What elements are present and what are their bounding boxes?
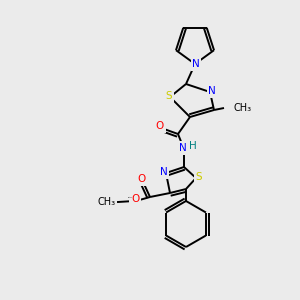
Text: S: S: [196, 172, 202, 182]
Text: N: N: [179, 143, 187, 153]
Text: S: S: [166, 91, 172, 101]
Text: N: N: [160, 167, 168, 177]
Text: CH₃: CH₃: [234, 103, 252, 113]
Text: N: N: [208, 86, 216, 96]
Text: O: O: [131, 194, 139, 204]
Text: O: O: [156, 121, 164, 131]
Text: methyl: methyl: [128, 197, 133, 198]
Text: O: O: [138, 174, 146, 184]
Text: H: H: [189, 141, 197, 151]
Text: CH₃: CH₃: [98, 197, 116, 207]
Text: N: N: [192, 59, 200, 69]
